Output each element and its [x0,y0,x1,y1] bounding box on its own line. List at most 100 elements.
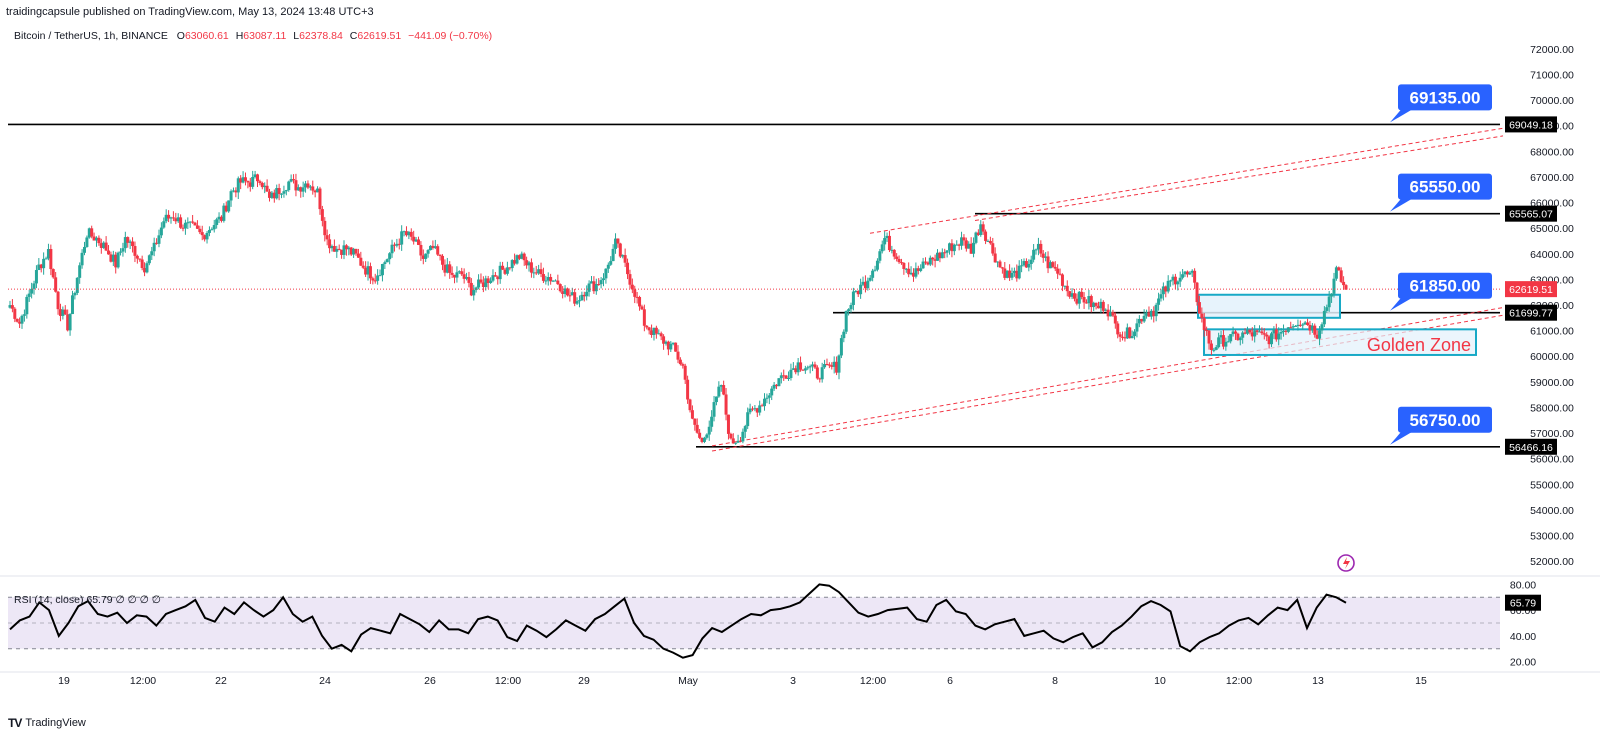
symbol-name[interactable]: Bitcoin / TetherUS, 1h, BINANCE [14,30,168,42]
candle [90,225,94,239]
alert-bolt [1343,557,1350,569]
candle-body [791,368,795,370]
candle-body [878,251,882,261]
target-callout: 69135.00 [1390,84,1492,123]
candle [1063,285,1067,289]
candle-body [921,261,925,269]
time-axis[interactable]: 19 12:00 22 24 26 12:00 29 May 3 12:00 6 8 10 12:00 13… [58,675,1427,687]
candle [301,181,305,198]
candle-body [39,264,43,269]
candle [510,259,514,272]
price-axis[interactable]: 72000.0071000.0070000.0069000.0068000.00… [1505,44,1574,568]
candle-body [95,237,99,241]
candle [287,180,291,192]
candle-body [1298,324,1302,326]
candle [1327,291,1331,312]
candle-body [1289,327,1293,329]
candle-body [1339,270,1343,282]
brand[interactable]: TV TradingView [8,716,86,730]
candle [1166,275,1170,294]
candle-body [253,174,257,177]
candle-body [188,221,192,223]
candle-body [712,402,716,417]
candle-body [1330,293,1334,297]
candle-body [371,278,375,281]
candle-body [378,275,382,277]
candle [366,261,370,281]
candle [767,393,771,405]
candle [616,238,620,248]
candle [373,273,377,284]
candle [1123,331,1127,342]
candle-body [205,232,209,240]
candle [304,180,308,193]
candle [839,334,843,359]
candle-body [1291,326,1295,328]
candle-body [34,270,38,284]
candle [698,428,702,440]
candle [1330,293,1334,303]
candle [1149,309,1153,320]
candle-body [22,314,26,316]
candle-body [950,243,954,252]
target-callout: 65550.00 [1390,173,1492,212]
candle-body [1092,302,1096,308]
candle [1212,347,1216,353]
candle-body [981,224,985,232]
candle [974,231,978,245]
candle-body [1121,336,1125,338]
candle [1130,330,1134,339]
candle [1142,309,1146,323]
candle-body [883,238,887,245]
candle-body [296,187,300,191]
candle-body [553,280,557,282]
close-label: C [349,30,358,42]
candle-body [368,266,372,279]
candle-body [808,366,812,368]
candle [1260,327,1264,336]
candle-body [1257,331,1261,333]
candle [1154,302,1158,322]
candle [191,215,195,224]
rsi-legend[interactable]: RSI (14, close) 65.79 ∅ ∅ ∅ ∅ [14,594,161,606]
candle-body [731,438,735,444]
candle-body [698,432,702,438]
candle-body [68,314,72,331]
candle [770,386,774,401]
candle-body [150,251,154,256]
candle [534,265,538,276]
candle-body [486,278,490,283]
candle [623,248,627,268]
candle-body [899,262,903,264]
candle-body [284,190,288,192]
candle-body [123,237,127,249]
candle-body [1188,272,1192,275]
alert-icon[interactable] [1337,554,1355,572]
candle [815,365,819,380]
candle [1332,272,1336,298]
candle [361,261,365,270]
candle [952,243,956,256]
candle [306,180,310,190]
candle-body [777,378,781,387]
candle [928,255,932,267]
candle-body [489,280,493,283]
candle-body [633,289,637,297]
candle-body [517,255,521,259]
candle [155,238,159,245]
candle [529,258,533,278]
candle [1322,306,1326,328]
candle-body [1337,267,1341,271]
high-value: 63087.11 [243,30,287,42]
candle-body [25,296,29,315]
candle-body [352,248,356,255]
candle-body [602,278,606,281]
time-tick-label: 10 [1154,675,1166,687]
candle [116,251,120,269]
candle-body [940,252,944,259]
candle-body [662,336,666,344]
candle-body [582,294,586,297]
candle [1087,289,1091,310]
